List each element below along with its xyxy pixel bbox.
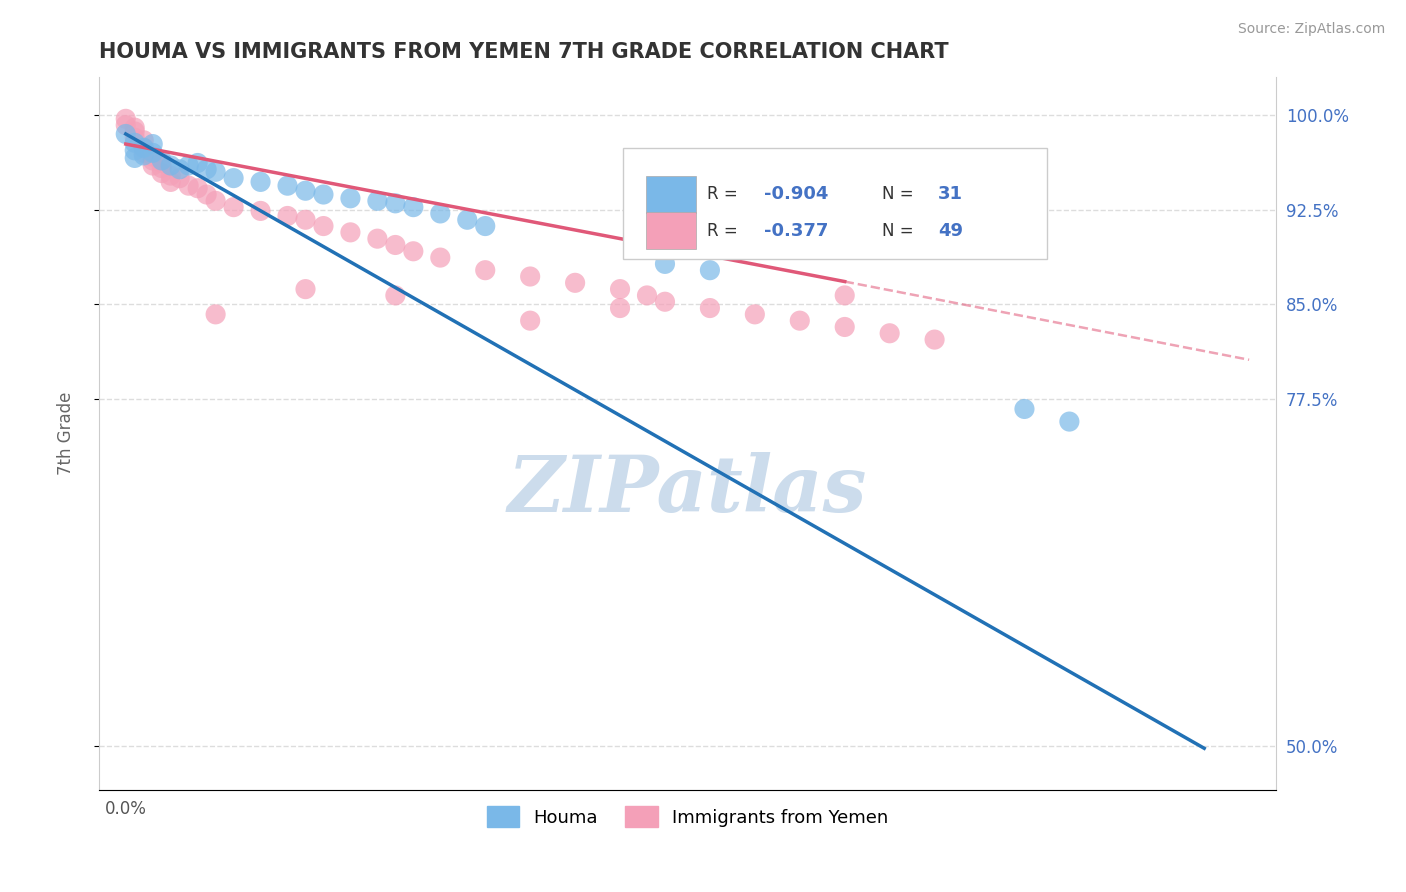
Point	[114, 118, 136, 132]
Point	[195, 162, 218, 177]
Text: R =: R =	[707, 221, 744, 240]
Point	[249, 203, 271, 218]
Point	[142, 150, 165, 164]
Point	[132, 141, 155, 155]
Text: 31: 31	[938, 185, 963, 203]
Point	[699, 263, 721, 277]
Point	[402, 200, 425, 214]
Point	[132, 145, 155, 160]
Point	[204, 307, 226, 321]
Point	[474, 263, 496, 277]
Point	[276, 209, 298, 223]
Point	[384, 288, 406, 302]
Text: 49: 49	[938, 221, 963, 240]
Point	[654, 294, 676, 309]
Point	[312, 187, 335, 202]
Point	[124, 124, 146, 138]
Point	[150, 166, 173, 180]
Point	[177, 159, 200, 173]
Text: HOUMA VS IMMIGRANTS FROM YEMEN 7TH GRADE CORRELATION CHART: HOUMA VS IMMIGRANTS FROM YEMEN 7TH GRADE…	[98, 42, 949, 62]
Point	[222, 200, 245, 214]
Point	[519, 269, 541, 284]
Point	[204, 194, 226, 208]
Point	[249, 175, 271, 189]
Legend: Houma, Immigrants from Yemen: Houma, Immigrants from Yemen	[479, 799, 896, 834]
Point	[124, 136, 146, 150]
Point	[1059, 415, 1081, 429]
Point	[429, 251, 451, 265]
FancyBboxPatch shape	[647, 176, 696, 212]
FancyBboxPatch shape	[647, 212, 696, 249]
Point	[159, 159, 181, 173]
Point	[187, 156, 209, 170]
Point	[195, 187, 218, 202]
Point	[114, 112, 136, 126]
Text: Source: ZipAtlas.com: Source: ZipAtlas.com	[1237, 22, 1385, 37]
Point	[150, 156, 173, 170]
Text: -0.904: -0.904	[763, 185, 828, 203]
Text: R =: R =	[707, 185, 744, 203]
Point	[636, 288, 658, 302]
Text: N =: N =	[882, 185, 918, 203]
Point	[150, 153, 173, 168]
Point	[187, 181, 209, 195]
Point	[132, 141, 155, 155]
Point	[699, 301, 721, 315]
Point	[456, 212, 478, 227]
Point	[124, 130, 146, 145]
Point	[177, 178, 200, 193]
Y-axis label: 7th Grade: 7th Grade	[58, 392, 75, 475]
Point	[474, 219, 496, 233]
Point	[339, 225, 361, 239]
Point	[609, 301, 631, 315]
Point	[366, 194, 388, 208]
Point	[609, 282, 631, 296]
Point	[654, 257, 676, 271]
Point	[159, 169, 181, 183]
Point	[879, 326, 901, 341]
Point	[834, 320, 856, 334]
Point	[204, 165, 226, 179]
Point	[744, 307, 766, 321]
Point	[124, 120, 146, 135]
Point	[789, 313, 811, 327]
Point	[142, 137, 165, 152]
Point	[222, 171, 245, 186]
Point	[384, 238, 406, 252]
Point	[169, 162, 191, 177]
Point	[312, 219, 335, 233]
Point	[124, 144, 146, 158]
Point	[1014, 401, 1036, 416]
Point	[294, 184, 316, 198]
Point	[150, 161, 173, 175]
Point	[429, 206, 451, 220]
Point	[564, 276, 586, 290]
Point	[294, 212, 316, 227]
Point	[924, 333, 946, 347]
Point	[132, 133, 155, 147]
Point	[402, 244, 425, 259]
Point	[366, 232, 388, 246]
Point	[124, 151, 146, 165]
Point	[339, 191, 361, 205]
Point	[294, 282, 316, 296]
Point	[276, 178, 298, 193]
Point	[159, 175, 181, 189]
Point	[834, 288, 856, 302]
Point	[142, 159, 165, 173]
Text: -0.377: -0.377	[763, 221, 828, 240]
Point	[169, 171, 191, 186]
Point	[142, 153, 165, 168]
Point	[142, 145, 165, 160]
Point	[132, 148, 155, 162]
Text: ZIPatlas: ZIPatlas	[508, 452, 868, 529]
FancyBboxPatch shape	[623, 148, 1046, 259]
Point	[519, 313, 541, 327]
Point	[114, 127, 136, 141]
Point	[384, 196, 406, 211]
Text: N =: N =	[882, 221, 918, 240]
